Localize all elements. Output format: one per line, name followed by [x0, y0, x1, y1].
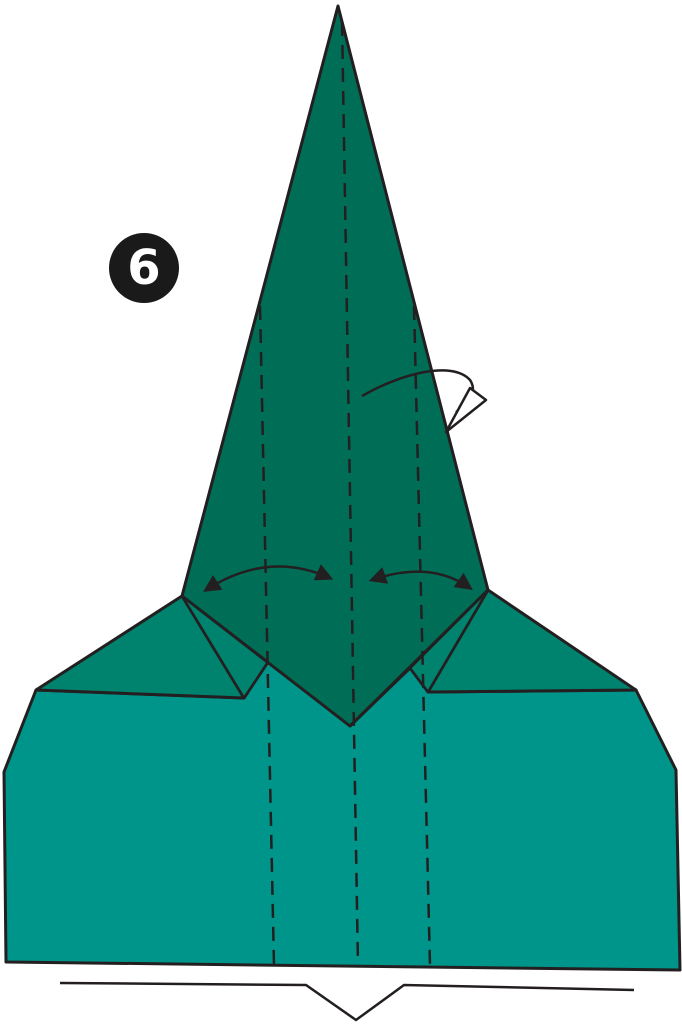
fold-arrow-right [368, 567, 473, 591]
left-shoulder-crease [181, 595, 269, 663]
valley-fold-line-right [412, 305, 432, 967]
valley-fold-line-left [258, 305, 276, 967]
valley-fold-line-center [340, 21, 360, 967]
center-spike [180, 4, 490, 728]
step-number: 6 [127, 240, 161, 296]
fold-arrow-left [203, 564, 334, 592]
turn-over-arrow-head [444, 386, 488, 434]
step-number-badge: 6 [109, 233, 179, 303]
pleat-symbol [59, 981, 635, 1022]
